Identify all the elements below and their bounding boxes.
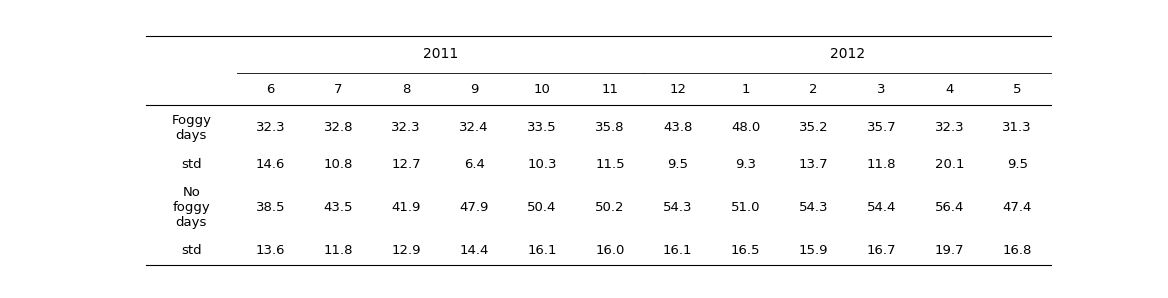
Text: 20.1: 20.1 — [934, 158, 964, 171]
Text: 11.8: 11.8 — [324, 244, 353, 257]
Text: 54.3: 54.3 — [663, 201, 693, 214]
Text: 7: 7 — [334, 83, 342, 96]
Text: Foggy
days: Foggy days — [172, 114, 211, 142]
Text: 32.3: 32.3 — [934, 122, 964, 134]
Text: 3: 3 — [877, 83, 885, 96]
Text: 35.8: 35.8 — [596, 122, 625, 134]
Text: 2011: 2011 — [423, 47, 458, 61]
Text: 48.0: 48.0 — [731, 122, 760, 134]
Text: 56.4: 56.4 — [934, 201, 964, 214]
Text: 43.8: 43.8 — [663, 122, 693, 134]
Text: 10.3: 10.3 — [527, 158, 557, 171]
Text: 10: 10 — [534, 83, 550, 96]
Text: 12: 12 — [669, 83, 687, 96]
Text: 14.4: 14.4 — [459, 244, 489, 257]
Text: 54.4: 54.4 — [867, 201, 896, 214]
Text: 4: 4 — [945, 83, 953, 96]
Text: 5: 5 — [1013, 83, 1022, 96]
Text: 50.2: 50.2 — [596, 201, 625, 214]
Text: std: std — [181, 158, 202, 171]
Text: 32.8: 32.8 — [324, 122, 353, 134]
Text: 6.4: 6.4 — [464, 158, 485, 171]
Text: 9.3: 9.3 — [735, 158, 756, 171]
Text: 11.8: 11.8 — [867, 158, 896, 171]
Text: 11.5: 11.5 — [596, 158, 625, 171]
Text: 41.9: 41.9 — [391, 201, 420, 214]
Text: 47.4: 47.4 — [1002, 201, 1033, 214]
Text: 32.3: 32.3 — [391, 122, 420, 134]
Text: 35.7: 35.7 — [867, 122, 896, 134]
Text: 16.1: 16.1 — [663, 244, 693, 257]
Text: No
foggy
days: No foggy days — [173, 186, 210, 229]
Text: 6: 6 — [266, 83, 274, 96]
Text: 50.4: 50.4 — [527, 201, 557, 214]
Text: 31.3: 31.3 — [1002, 122, 1033, 134]
Text: std: std — [181, 244, 202, 257]
Text: 15.9: 15.9 — [799, 244, 828, 257]
Text: 11: 11 — [602, 83, 618, 96]
Text: 16.8: 16.8 — [1002, 244, 1033, 257]
Text: 9.5: 9.5 — [1007, 158, 1028, 171]
Text: 32.3: 32.3 — [256, 122, 285, 134]
Text: 16.5: 16.5 — [731, 244, 760, 257]
Text: 32.4: 32.4 — [459, 122, 489, 134]
Text: 13.7: 13.7 — [799, 158, 828, 171]
Text: 12.9: 12.9 — [391, 244, 420, 257]
Text: 19.7: 19.7 — [934, 244, 964, 257]
Text: 16.7: 16.7 — [867, 244, 896, 257]
Text: 51.0: 51.0 — [731, 201, 760, 214]
Text: 9: 9 — [470, 83, 479, 96]
Text: 38.5: 38.5 — [256, 201, 285, 214]
Text: 16.1: 16.1 — [527, 244, 557, 257]
Text: 1: 1 — [742, 83, 750, 96]
Text: 14.6: 14.6 — [256, 158, 285, 171]
Text: 35.2: 35.2 — [799, 122, 828, 134]
Text: 2: 2 — [809, 83, 818, 96]
Text: 16.0: 16.0 — [596, 244, 625, 257]
Text: 9.5: 9.5 — [667, 158, 688, 171]
Text: 12.7: 12.7 — [391, 158, 420, 171]
Text: 47.9: 47.9 — [459, 201, 489, 214]
Text: 2012: 2012 — [830, 47, 865, 61]
Text: 33.5: 33.5 — [527, 122, 557, 134]
Text: 43.5: 43.5 — [324, 201, 353, 214]
Text: 13.6: 13.6 — [256, 244, 285, 257]
Text: 10.8: 10.8 — [324, 158, 353, 171]
Text: 54.3: 54.3 — [799, 201, 828, 214]
Text: 8: 8 — [402, 83, 410, 96]
